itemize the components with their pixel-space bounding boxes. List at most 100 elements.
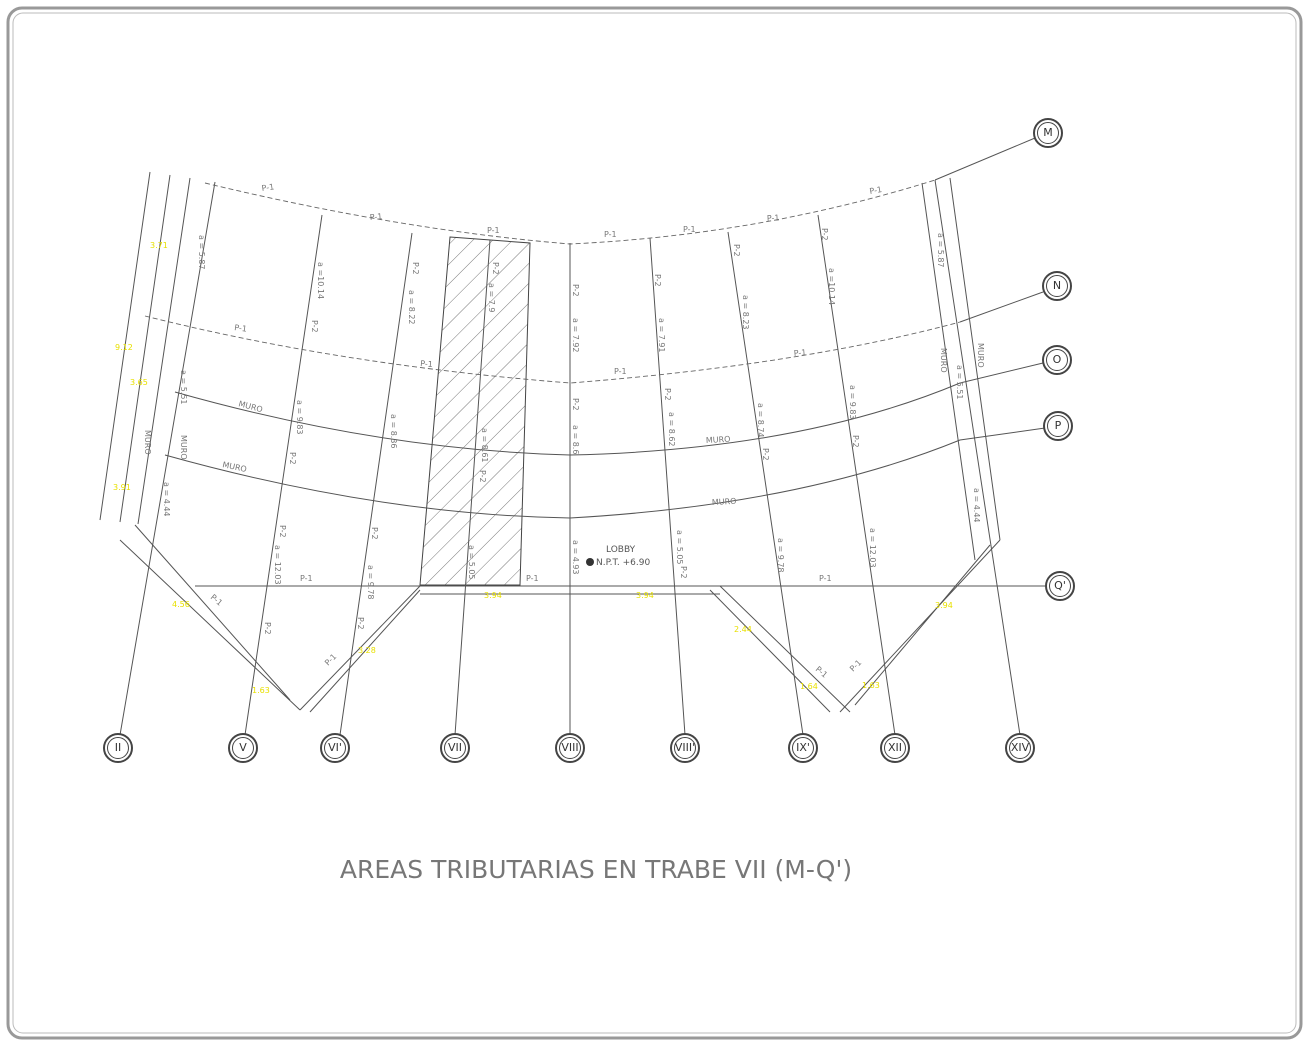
area-label: a = 8.22 [407, 290, 416, 325]
beam-label: P-2 [571, 398, 580, 411]
axis-bubble [103, 733, 133, 763]
axis-bubble [1042, 345, 1072, 375]
wall-label: MURO [706, 435, 731, 445]
wall-label: MURO [939, 348, 948, 373]
dimension: 9.12 [115, 343, 133, 352]
axis-bubble-inner [884, 737, 906, 759]
beam-label: P-2 [478, 470, 487, 483]
beam-label: P-1 [487, 226, 500, 235]
beam-label: P-2 [761, 448, 770, 461]
axis-bubble [880, 733, 910, 763]
beam-label: P-2 [679, 566, 688, 579]
grid-lines [99, 137, 1046, 736]
dimension: 3.71 [150, 241, 168, 250]
dimension: 3.65 [130, 378, 148, 387]
beam-label: P-1 [848, 658, 863, 673]
axis-bubble [320, 733, 350, 763]
dimension: 3.28 [358, 646, 376, 655]
axis-bubble [1045, 571, 1075, 601]
axis-label: VI' [328, 741, 342, 754]
axis-bubble [1005, 733, 1035, 763]
axis-bubble-inner [107, 737, 129, 759]
area-label: a = 12.03 [273, 545, 282, 585]
beam-label: P-1 [209, 593, 224, 608]
beam-label: P-2 [278, 525, 287, 538]
dimension: 3.91 [113, 483, 131, 492]
axis-label: VIII' [675, 741, 695, 754]
beam-label: P-1 [614, 367, 627, 376]
axis-bubble [555, 733, 585, 763]
beam-label: P-2 [663, 388, 672, 401]
axis-bubble-inner [324, 737, 346, 759]
axis-label: V [239, 741, 247, 754]
area-label: a = 8.23 [741, 295, 750, 330]
axis-bubble-inner [792, 737, 814, 759]
axis-label: N [1053, 279, 1061, 292]
axis-bubble-inner [1037, 122, 1059, 144]
beam-label: P-1 [369, 212, 382, 222]
beam-label: P-1 [300, 574, 313, 583]
axis-bubble [670, 733, 700, 763]
room-name: LOBBY [606, 545, 636, 555]
title: AREAS TRIBUTARIAS EN TRABE VII (M-Q') [340, 855, 852, 884]
dimension: 3.94 [935, 601, 953, 610]
area-label: a = 8.6 [571, 425, 580, 454]
area-label: a = 5.87 [936, 233, 945, 268]
beam-label: P-1 [683, 225, 696, 234]
dimension: 3.94 [484, 591, 502, 600]
area-label: a = 7.9 [487, 283, 496, 312]
axis-bubble [228, 733, 258, 763]
beam-label: P-1 [767, 213, 780, 223]
axis-bubble-inner [1009, 737, 1031, 759]
area-label: a = 8.36 [389, 414, 398, 449]
beam-label: P-1 [261, 182, 275, 193]
area-label: a = 5.05 [675, 530, 684, 565]
level-symbol [586, 558, 594, 566]
beam-label: P-1 [234, 323, 248, 334]
axis-bubble-inner [1046, 275, 1068, 297]
area-label: a = 8.74 [756, 403, 765, 438]
room-level: N.P.T. +6.90 [596, 558, 650, 568]
beam-label: P-1 [604, 230, 617, 239]
area-label: a = 9.78 [776, 538, 785, 573]
area-label: a =10.14 [316, 262, 325, 299]
beam-label: P-1 [420, 359, 433, 369]
axis-bubble-inner [559, 737, 581, 759]
axis-label: II [115, 741, 122, 754]
axis-label: P [1055, 419, 1062, 432]
dimension: 2.44 [734, 625, 752, 634]
dimension: 1.63 [252, 686, 270, 695]
beam-label: P-1 [869, 185, 883, 196]
axis-label: M [1043, 126, 1053, 139]
beam-label: P-2 [310, 320, 319, 333]
area-label: a = 9.78 [366, 565, 375, 600]
area-label: a = 12.03 [868, 528, 877, 568]
dimension: 4.56 [172, 600, 190, 609]
axis-label: XII [888, 741, 902, 754]
area-label: a = 7.92 [571, 318, 580, 353]
axis-bubble [1043, 411, 1073, 441]
axis-bubble [788, 733, 818, 763]
axis-label: Q' [1054, 579, 1066, 592]
beam-label: P-2 [411, 262, 420, 275]
axis-bubble-inner [1049, 575, 1071, 597]
axis-bubble-inner [444, 737, 466, 759]
wall-label: MURO [712, 497, 737, 507]
axis-bubble-inner [232, 737, 254, 759]
axis-bubble-inner [1046, 349, 1068, 371]
beam-label: P-1 [819, 574, 832, 583]
area-label: a = 4.93 [571, 540, 580, 575]
area-label: a = 9.83 [848, 385, 857, 420]
tributary-area [419, 236, 531, 586]
beam-label: P-2 [491, 262, 500, 275]
beam-label: P-2 [653, 274, 662, 287]
area-label: a = 9.83 [295, 400, 304, 435]
area-label: a = 5.51 [179, 370, 188, 405]
axis-label: VIII [561, 741, 578, 754]
beam-label: P-2 [370, 527, 379, 540]
area-label: a = 5.87 [197, 235, 206, 270]
beam-label: P-2 [851, 435, 860, 448]
beam-label: P-1 [323, 652, 338, 667]
axis-bubble [440, 733, 470, 763]
